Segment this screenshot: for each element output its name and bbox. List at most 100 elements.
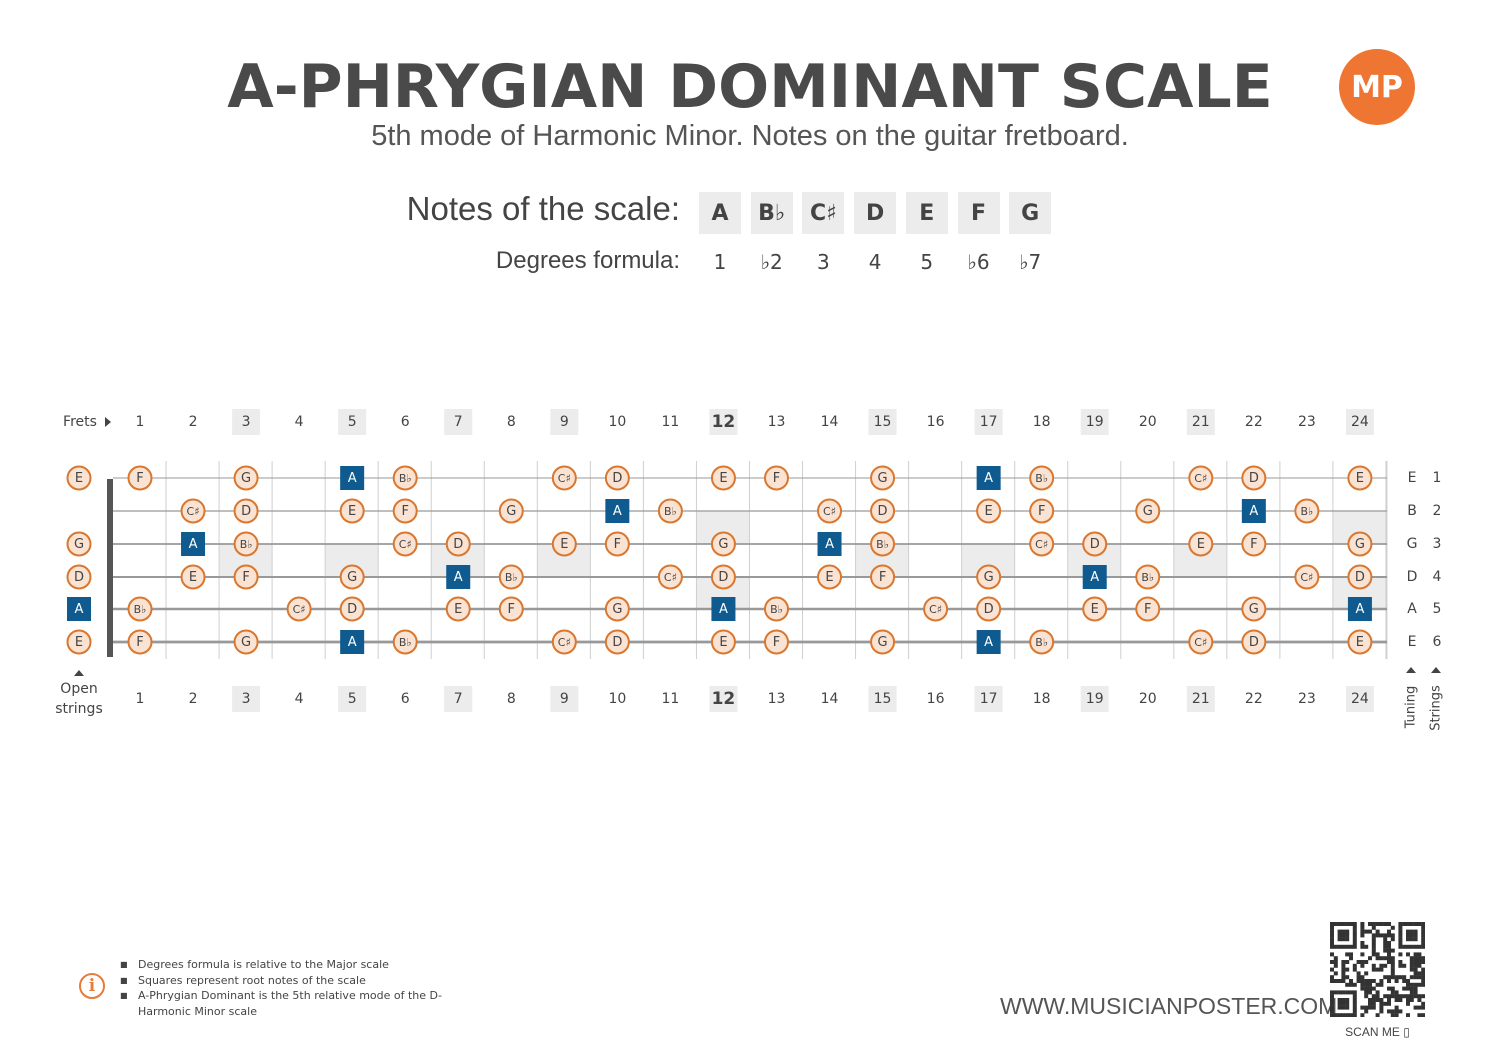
string-tuning: A: [1407, 601, 1417, 617]
scale-note-box: E: [905, 192, 948, 234]
root-note-label: A: [984, 471, 993, 486]
string-number: 1: [1433, 470, 1442, 486]
note-label: E: [348, 504, 356, 519]
root-note-label: A: [75, 602, 84, 617]
note-circle: [233, 531, 259, 557]
fret-number-highlight: [1345, 686, 1374, 712]
note-label: D: [612, 471, 622, 486]
fret-number: 13: [768, 691, 786, 707]
fret-number: 1: [136, 414, 145, 430]
note-label: G: [718, 537, 728, 552]
strings-arrow-icon: [1431, 667, 1441, 673]
note-label: D: [1249, 471, 1259, 486]
note-label: C♯: [664, 571, 677, 584]
note-circle: [1241, 465, 1267, 491]
note-label: B♭: [134, 603, 147, 616]
note-label: B♭: [1035, 636, 1048, 649]
strings-label: Strings: [1429, 685, 1444, 731]
fret-number: 21: [1192, 691, 1210, 707]
note-circle: [604, 531, 630, 557]
note-label: D: [878, 504, 888, 519]
root-note-label: A: [1355, 602, 1364, 617]
note-circle: [1241, 531, 1267, 557]
note-label: E: [1091, 602, 1099, 617]
note-circle: [551, 465, 577, 491]
note-label: G: [1355, 537, 1365, 552]
root-note-square: [976, 630, 1001, 654]
fret-number: 1: [136, 691, 145, 707]
note-label: F: [773, 471, 780, 486]
note-label: E: [719, 471, 727, 486]
note-label: C♯: [823, 505, 836, 518]
musicianposter-logo: MP: [1339, 49, 1415, 125]
fret-number: 11: [661, 691, 679, 707]
fret-number: 23: [1298, 414, 1316, 430]
note-circle: [1294, 498, 1320, 524]
scan-me-label: SCAN ME ▯: [1330, 1025, 1425, 1039]
note-label: E: [1197, 537, 1205, 552]
note-circle: [1029, 465, 1055, 491]
scale-note-box: G: [1009, 192, 1052, 234]
fret-number: 3: [242, 691, 251, 707]
note-circle: [392, 629, 418, 655]
scale-degree: ♭6: [967, 250, 990, 274]
note-circle: [604, 629, 630, 655]
fret-number: 18: [1033, 414, 1051, 430]
note-circle: [127, 629, 153, 655]
note-label: F: [1038, 504, 1045, 519]
fret-number: 8: [507, 691, 516, 707]
note-circle: [498, 564, 524, 590]
note-label: G: [1143, 504, 1153, 519]
note-circle: [763, 629, 789, 655]
note-circle: [1029, 498, 1055, 524]
root-note-square: [67, 597, 91, 621]
fret-number: 12: [712, 412, 736, 432]
fret-number-highlight: [1345, 409, 1374, 435]
fret-number-highlight: [444, 686, 473, 712]
note-circle: [763, 465, 789, 491]
note-circle: [1347, 465, 1373, 491]
fret-number: 16: [927, 691, 945, 707]
note-label: E: [189, 570, 197, 585]
note-label: E: [825, 570, 833, 585]
degrees-formula-label: Degrees formula:: [495, 247, 680, 274]
info-icon: i: [79, 973, 105, 999]
note-circle: [1241, 629, 1267, 655]
note-label: G: [241, 635, 251, 650]
note-circle: [817, 564, 843, 590]
note-label: B♭: [505, 571, 518, 584]
fret-number-highlight: [444, 409, 473, 435]
scale-degree: ♭2: [760, 250, 783, 274]
scale-note-box: C♯: [802, 192, 845, 234]
note-label: G: [506, 504, 516, 519]
root-note-square: [605, 499, 630, 523]
root-note-square: [817, 532, 842, 556]
note-circle: [498, 498, 524, 524]
note-label: D: [347, 602, 357, 617]
note-label: B♭: [1035, 472, 1048, 485]
fret-number: 4: [295, 691, 304, 707]
root-note-label: A: [189, 537, 198, 552]
fret-number: 19: [1086, 691, 1104, 707]
root-note-label: A: [825, 537, 834, 552]
note-label: B♭: [876, 538, 889, 551]
note-label: D: [1355, 570, 1365, 585]
note-label: G: [878, 471, 888, 486]
root-note-label: A: [1090, 570, 1099, 585]
note-label: B♭: [399, 636, 412, 649]
fret-number-highlight: [232, 686, 261, 712]
note-label: F: [401, 504, 408, 519]
scale-degree: ♭7: [1019, 250, 1042, 274]
qr-code-icon[interactable]: [1330, 922, 1425, 1017]
open-strings-arrow-icon: [74, 670, 84, 676]
note-circle: [1188, 531, 1214, 557]
note-circle: [66, 564, 92, 590]
fret-number: 12: [712, 689, 736, 709]
fret-number: 8: [507, 414, 516, 430]
note-circle: [339, 564, 365, 590]
website-link[interactable]: WWW.MUSICIANPOSTER.COM: [1000, 993, 1338, 1019]
root-note-label: A: [984, 635, 993, 650]
note-circle: [976, 564, 1002, 590]
note-circle: [445, 596, 471, 622]
scale-note-box: F: [957, 192, 1000, 234]
